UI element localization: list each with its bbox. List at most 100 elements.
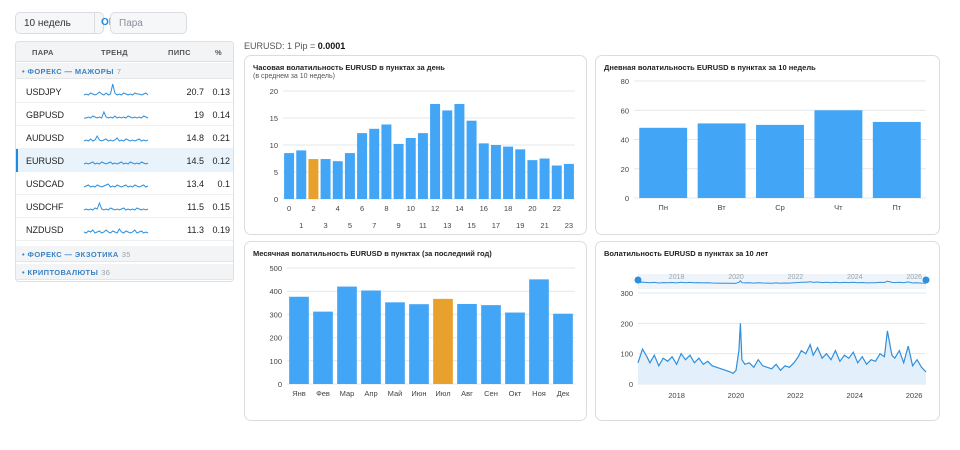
trend-line xyxy=(83,201,149,211)
x-tick-label: Май xyxy=(388,389,403,398)
bar[interactable] xyxy=(369,128,380,199)
pair-pips: 19 xyxy=(193,110,204,120)
x-tick-label: Фев xyxy=(316,389,330,398)
x-tick-label: 8 xyxy=(384,204,388,213)
y-tick-label: 80 xyxy=(621,77,629,86)
navigator-tick-label: 2026 xyxy=(906,274,922,281)
pair-percent: 0.12 xyxy=(212,156,230,166)
bar[interactable] xyxy=(563,163,574,199)
bar[interactable] xyxy=(503,146,514,199)
bar[interactable] xyxy=(296,150,307,199)
header-pair[interactable]: ПАРА xyxy=(32,48,54,57)
bar[interactable] xyxy=(639,127,688,198)
bar[interactable] xyxy=(478,143,489,199)
x-tick-label: 5 xyxy=(348,221,352,230)
bar[interactable] xyxy=(417,133,428,199)
bar[interactable] xyxy=(539,158,550,200)
pair-percent: 0.21 xyxy=(212,133,230,143)
bar[interactable] xyxy=(320,159,331,199)
group-crypto[interactable]: • КРИПТОВАЛЮТЫ 36 xyxy=(16,264,233,280)
bar[interactable] xyxy=(454,103,465,199)
trend-sparkline xyxy=(83,228,149,234)
table-row[interactable]: USDCHF 11.5 0.15 xyxy=(16,195,233,218)
bar[interactable] xyxy=(308,159,319,199)
navigator-handle-right[interactable] xyxy=(922,276,930,284)
bar[interactable] xyxy=(357,133,368,199)
ok-button[interactable]: OK xyxy=(94,13,122,33)
bar[interactable] xyxy=(490,145,501,199)
daily-volatility-card: Дневная волатильность EURUSD в пунктах з… xyxy=(595,55,940,235)
bar[interactable] xyxy=(442,110,453,199)
x-tick-label: 14 xyxy=(455,204,463,213)
table-row[interactable]: AUDUSD 14.8 0.21 xyxy=(16,126,233,149)
x-tick-label: 17 xyxy=(492,221,500,230)
x-tick-label: 7 xyxy=(372,221,376,230)
bar[interactable] xyxy=(697,123,746,198)
x-tick-label: 1 xyxy=(299,221,303,230)
group-forex-majors[interactable]: • ФОРЕКС — МАЖОРЫ 7 xyxy=(16,63,233,79)
x-tick-label: 4 xyxy=(336,204,340,213)
table-row[interactable]: USDCAD 13.4 0.1 xyxy=(16,172,233,195)
pair-search-input[interactable] xyxy=(110,12,187,34)
bar[interactable] xyxy=(756,124,804,198)
bar[interactable] xyxy=(457,303,477,384)
group-forex-exotic[interactable]: • ФОРЕКС — ЭКЗОТИКА 35 xyxy=(16,246,233,262)
navigator-tick-label: 2024 xyxy=(847,274,863,281)
navigator-handle-left[interactable] xyxy=(634,276,642,284)
header-trend[interactable]: ТРЕНД xyxy=(101,48,128,57)
bar[interactable] xyxy=(289,296,309,384)
hourly-volatility-card: Часовая волатильность EURUSD в пунктах з… xyxy=(244,55,587,235)
bar[interactable] xyxy=(385,302,405,384)
bar[interactable] xyxy=(814,110,863,198)
weeks-select[interactable]: 10 недель OK xyxy=(15,12,116,34)
pair-symbol: GBPUSD xyxy=(26,110,65,120)
y-tick-label: 500 xyxy=(269,264,282,273)
navigator-tick-label: 2022 xyxy=(788,274,804,281)
trend-line xyxy=(83,83,149,96)
y-tick-label: 15 xyxy=(270,114,278,123)
group-count: 36 xyxy=(101,268,111,277)
bar[interactable] xyxy=(381,124,392,199)
bar[interactable] xyxy=(553,313,573,384)
group-count: 7 xyxy=(116,67,122,76)
chart-subtitle: (в среднем за 10 недель) xyxy=(253,73,335,80)
bar[interactable] xyxy=(332,161,343,199)
header-pips[interactable]: ПИПС xyxy=(168,48,191,57)
chart-title: Месячная волатильность EURUSD в пунктах … xyxy=(253,249,492,258)
table-row[interactable]: USDJPY 20.7 0.13 xyxy=(16,80,233,103)
table-row[interactable]: EURUSD 14.5 0.12 xyxy=(16,149,233,172)
pair-percent: 0.1 xyxy=(217,179,230,189)
bar[interactable] xyxy=(872,121,921,198)
y-tick-label: 200 xyxy=(620,319,633,328)
bar[interactable] xyxy=(284,153,295,199)
bar[interactable] xyxy=(337,286,357,384)
bar[interactable] xyxy=(344,153,355,199)
bar[interactable] xyxy=(393,143,404,199)
table-row[interactable]: NZDUSD 11.3 0.19 xyxy=(16,218,233,241)
bar[interactable] xyxy=(529,279,549,384)
bar[interactable] xyxy=(551,165,562,199)
y-tick-label: 400 xyxy=(269,287,282,296)
bar[interactable] xyxy=(361,290,381,384)
bar[interactable] xyxy=(409,304,429,384)
navigator-tick-label: 2020 xyxy=(728,274,744,281)
bar[interactable] xyxy=(313,311,333,384)
bar[interactable] xyxy=(466,120,477,199)
trend-sparkline xyxy=(84,110,149,119)
bar[interactable] xyxy=(433,298,453,384)
bar[interactable] xyxy=(405,137,416,199)
bar[interactable] xyxy=(430,103,441,199)
bar[interactable] xyxy=(515,149,526,199)
pair-percent: 0.13 xyxy=(212,87,230,97)
group-label: ФОРЕКС — ЭКЗОТИКА xyxy=(27,250,119,259)
pair-percent: 0.14 xyxy=(212,110,230,120)
table-row[interactable]: GBPUSD 19 0.14 xyxy=(16,103,233,126)
series-line[interactable] xyxy=(637,323,927,375)
range-navigator[interactable] xyxy=(638,274,926,289)
x-tick-label: Июн xyxy=(411,389,426,398)
bar[interactable] xyxy=(481,305,501,384)
bar[interactable] xyxy=(527,160,538,199)
header-pct[interactable]: % xyxy=(215,48,222,57)
bar[interactable] xyxy=(505,312,525,384)
y-tick-label: 300 xyxy=(620,289,633,298)
